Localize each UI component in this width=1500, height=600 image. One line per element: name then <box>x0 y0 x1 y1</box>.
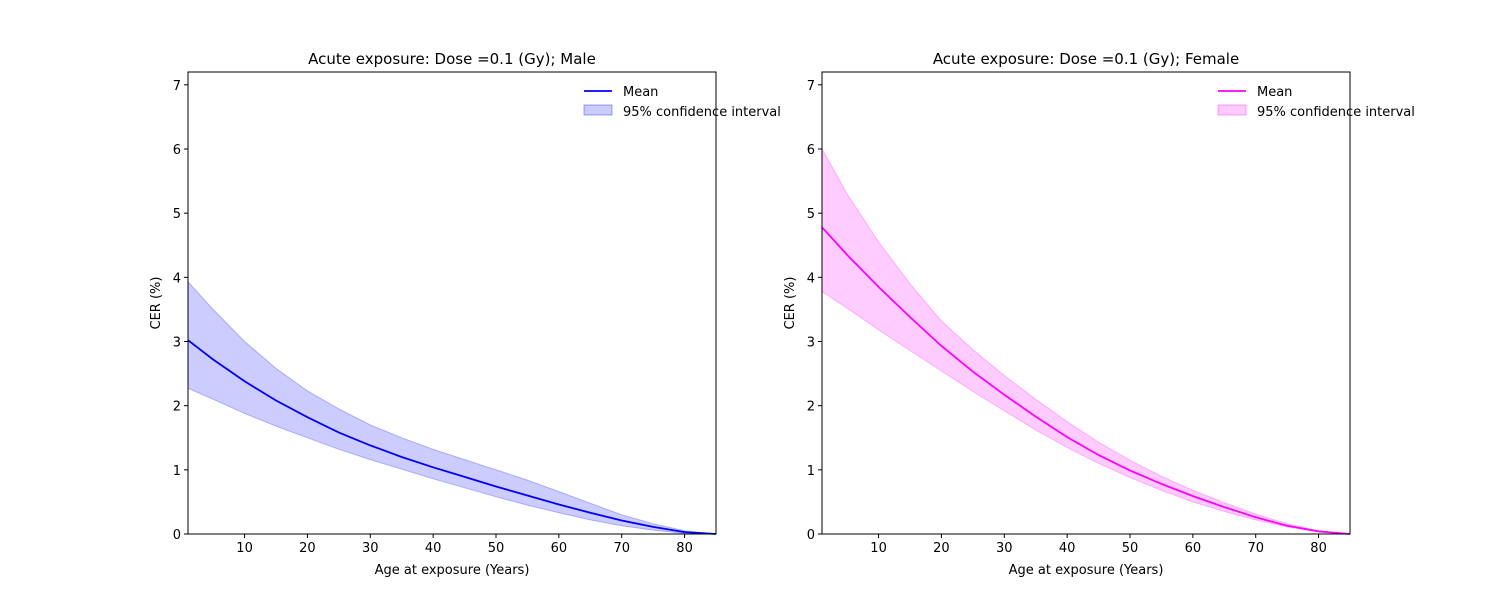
y-tick-label: 3 <box>807 336 815 351</box>
confidence-band <box>821 147 1351 535</box>
chart-panel-female: Acute exposure: Dose =0.1 (Gy); Female A… <box>783 50 1415 578</box>
chart-panel-male: Acute exposure: Dose =0.1 (Gy); Male Age… <box>149 50 781 578</box>
x-axis-label: Age at exposure (Years) <box>1009 563 1164 578</box>
legend-label-ci: 95% confidence interval <box>623 105 781 120</box>
x-tick-label: 30 <box>362 541 379 556</box>
x-tick-label: 30 <box>996 541 1013 556</box>
x-tick-label: 50 <box>488 541 505 556</box>
mean-line <box>187 339 717 535</box>
x-tick-label: 60 <box>551 541 568 556</box>
y-tick-label: 1 <box>807 464 815 479</box>
y-tick-label: 6 <box>173 143 181 158</box>
axes-frame <box>821 71 1351 535</box>
confidence-band <box>187 280 717 535</box>
chart-title: Acute exposure: Dose =0.1 (Gy); Male <box>308 50 596 68</box>
y-tick-label: 2 <box>807 400 815 415</box>
y-tick-label: 7 <box>173 79 181 94</box>
x-tick-label: 70 <box>613 541 630 556</box>
y-tick-label: 5 <box>173 207 181 222</box>
x-axis-label: Age at exposure (Years) <box>375 563 530 578</box>
x-tick-label: 80 <box>1310 541 1327 556</box>
axes-frame <box>187 71 717 535</box>
x-tick-label: 40 <box>425 541 442 556</box>
y-tick-label: 3 <box>173 336 181 351</box>
legend: Mean 95% confidence interval <box>1217 85 1415 120</box>
x-tick-label: 40 <box>1059 541 1076 556</box>
legend-label-mean: Mean <box>623 85 658 100</box>
y-tick-label: 6 <box>807 143 815 158</box>
y-tick-label: 7 <box>807 79 815 94</box>
y-axis-label: CER (%) <box>783 277 798 330</box>
plot-area: 10 20 30 40 50 60 70 80 0 1 2 3 4 5 6 7 Mean 95% confiden… <box>807 71 1415 556</box>
x-tick-label: 10 <box>870 541 887 556</box>
legend-label-ci: 95% confidence interval <box>1257 105 1415 120</box>
y-tick-label: 2 <box>173 400 181 415</box>
y-tick-label: 1 <box>173 464 181 479</box>
legend-label-mean: Mean <box>1257 85 1292 100</box>
x-tick-label: 70 <box>1247 541 1264 556</box>
x-tick-label: 50 <box>1122 541 1139 556</box>
plot-area: 10 20 30 40 50 60 70 80 0 1 2 3 4 5 6 7 Mean 95% confiden… <box>173 71 781 556</box>
legend-band-swatch <box>583 104 613 116</box>
mean-line <box>821 226 1351 535</box>
legend-band-swatch <box>1217 104 1247 116</box>
y-axis-label: CER (%) <box>149 277 164 330</box>
y-tick-label: 5 <box>807 207 815 222</box>
x-tick-label: 20 <box>933 541 950 556</box>
chart-title: Acute exposure: Dose =0.1 (Gy); Female <box>933 50 1239 68</box>
y-tick-label: 4 <box>807 271 815 286</box>
y-tick-label: 4 <box>173 271 181 286</box>
x-tick-label: 10 <box>236 541 253 556</box>
legend: Mean 95% confidence interval <box>583 85 781 120</box>
y-tick-label: 0 <box>173 528 181 543</box>
y-tick-label: 0 <box>807 528 815 543</box>
x-tick-label: 60 <box>1185 541 1202 556</box>
x-tick-label: 80 <box>676 541 693 556</box>
x-tick-label: 20 <box>299 541 316 556</box>
